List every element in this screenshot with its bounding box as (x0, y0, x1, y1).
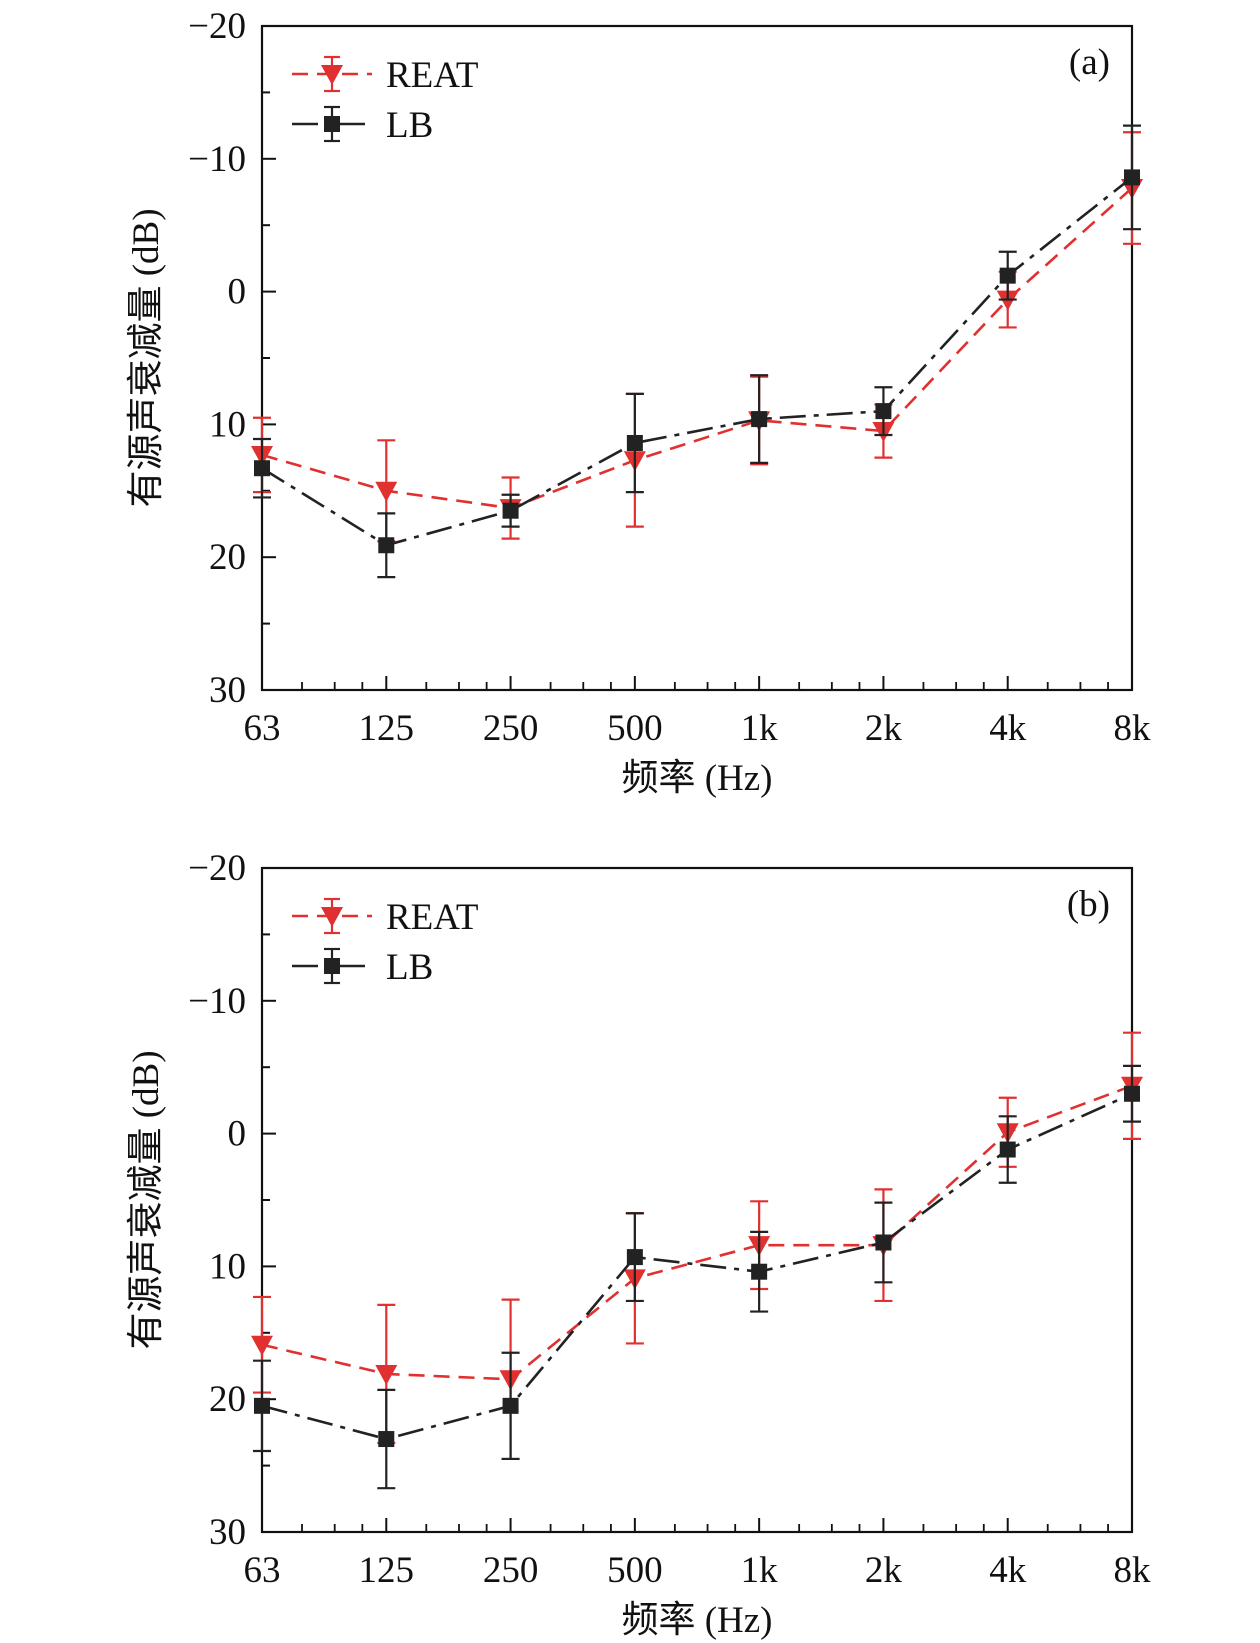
series-lb (253, 1064, 1141, 1490)
data-point (626, 434, 643, 451)
legend-label: LB (386, 947, 433, 988)
x-tick-label: 250 (483, 1550, 539, 1591)
legend-entry-reat: REAT (292, 897, 479, 938)
y-tick-label: 30 (209, 670, 246, 711)
series-line (261, 1092, 1133, 1441)
data-point (1124, 169, 1140, 186)
data-point (751, 1263, 768, 1280)
y-tick-label: −10 (188, 981, 246, 1022)
data-point (875, 1234, 892, 1251)
series-line (261, 187, 1133, 510)
data-point (251, 1335, 273, 1356)
data-point (378, 537, 395, 554)
x-axis-label: 频率 (Hz) (621, 757, 772, 799)
data-point (254, 460, 270, 477)
panel-label: (a) (1069, 42, 1110, 83)
x-tick-label: 1k (741, 708, 779, 749)
series-lb (253, 124, 1141, 579)
data-point (502, 502, 519, 519)
data-point (375, 481, 398, 502)
legend-entry-lb: LB (292, 105, 433, 146)
y-tick-label: 0 (228, 272, 247, 313)
data-point (378, 1431, 395, 1448)
data-point (751, 411, 768, 428)
data-point (875, 403, 892, 420)
data-point (502, 1397, 519, 1414)
data-point (254, 1397, 270, 1414)
y-axis-label: 有源声衰减量 (dB) (125, 208, 167, 507)
series-reat (251, 131, 1143, 543)
y-tick-label: −20 (188, 848, 246, 889)
x-tick-label: 8k (1114, 708, 1152, 749)
panel-label: (b) (1067, 884, 1110, 925)
legend-label: REAT (386, 897, 479, 938)
legend-label: REAT (386, 55, 479, 96)
legend-entry-reat: REAT (292, 55, 479, 96)
series-line (261, 1084, 1133, 1381)
x-tick-label: 1k (741, 1550, 779, 1591)
series-reat (251, 1031, 1143, 1461)
y-axis-label: 有源声衰减量 (dB) (125, 1050, 167, 1349)
x-tick-label: 500 (607, 708, 663, 749)
data-point (999, 1141, 1016, 1158)
y-tick-label: 20 (209, 1379, 246, 1420)
x-tick-label: 4k (989, 1550, 1027, 1591)
y-tick-label: 20 (209, 537, 246, 578)
legend-marker (324, 958, 340, 974)
y-tick-label: 30 (209, 1512, 246, 1553)
legend-entry-lb: LB (292, 947, 433, 988)
x-tick-label: 8k (1114, 1550, 1152, 1591)
data-point (626, 1249, 643, 1266)
x-axis-label: 频率 (Hz) (621, 1599, 772, 1641)
data-point (999, 267, 1016, 284)
x-tick-label: 500 (607, 1550, 663, 1591)
x-tick-label: 250 (483, 708, 539, 749)
x-tick-label: 2k (865, 1550, 903, 1591)
legend-label: LB (386, 105, 433, 146)
x-tick-label: 2k (865, 708, 903, 749)
y-tick-label: 10 (209, 1246, 246, 1287)
y-tick-label: 10 (209, 404, 246, 445)
x-tick-label: 125 (359, 1550, 415, 1591)
x-tick-label: 125 (359, 708, 415, 749)
y-tick-label: −20 (188, 6, 246, 47)
legend-marker (321, 907, 343, 927)
legend-marker (324, 116, 340, 132)
y-tick-label: −10 (188, 139, 246, 180)
x-tick-label: 63 (244, 1550, 281, 1591)
series-line (261, 176, 1133, 547)
data-point (1124, 1085, 1140, 1102)
data-point (375, 1364, 398, 1385)
y-tick-label: 0 (228, 1114, 247, 1155)
legend-marker (321, 65, 343, 85)
x-tick-label: 63 (244, 708, 281, 749)
x-tick-label: 4k (989, 708, 1027, 749)
